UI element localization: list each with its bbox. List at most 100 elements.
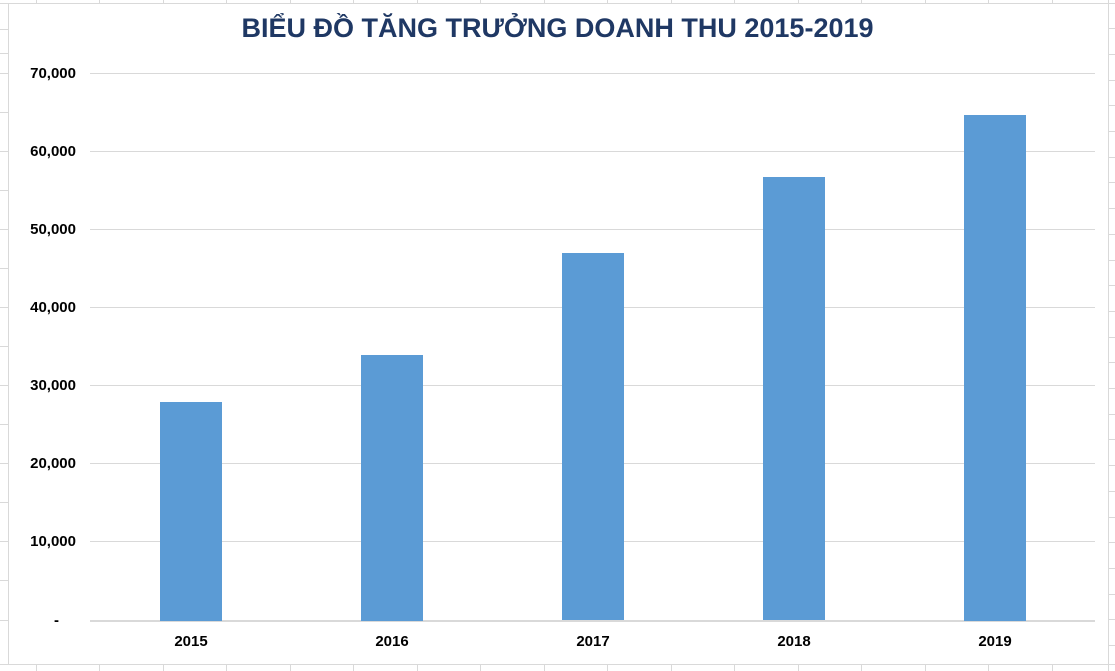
- y-axis-tick-label: 30,000: [30, 377, 76, 394]
- bar-2015: [160, 402, 222, 621]
- y-axis-line: [8, 3, 9, 664]
- x-axis-tick-label: 2018: [777, 633, 811, 650]
- worksheet-column-tick: [226, 665, 227, 671]
- y-axis-minor-tick: [0, 385, 8, 386]
- worksheet-column-tick: [544, 665, 545, 671]
- worksheet-bottom-line: [0, 664, 1115, 665]
- y-axis-minor-tick: [0, 541, 8, 542]
- worksheet-row-tick: [1109, 645, 1115, 646]
- worksheet-column-tick: [480, 665, 481, 671]
- worksheet-row-tick: [1109, 568, 1115, 569]
- worksheet-row-tick: [0, 29, 8, 30]
- x-axis-tick-label: 2016: [375, 633, 409, 650]
- worksheet-row-tick: [1109, 439, 1115, 440]
- bar-2016: [361, 355, 423, 621]
- worksheet-row-tick: [0, 53, 8, 54]
- worksheet-row-tick: [1109, 54, 1115, 55]
- worksheet-row-tick: [1109, 285, 1115, 286]
- y-axis-minor-tick: [0, 502, 8, 503]
- worksheet-row-tick: [1109, 131, 1115, 132]
- worksheet-row-tick: [1109, 491, 1115, 492]
- worksheet-column-tick: [353, 0, 354, 3]
- worksheet-row-tick: [1109, 542, 1115, 543]
- worksheet-row-tick: [1109, 234, 1115, 235]
- worksheet-row-tick: [1109, 182, 1115, 183]
- worksheet-row-tick: [1109, 311, 1115, 312]
- y-axis-tick-label: 60,000: [30, 143, 76, 160]
- worksheet-column-tick: [798, 0, 799, 3]
- worksheet-row-tick: [1109, 362, 1115, 363]
- worksheet-row-tick: [1109, 260, 1115, 261]
- worksheet-row-tick: [1109, 337, 1115, 338]
- gridline: [90, 229, 1095, 230]
- y-axis-minor-tick: [0, 190, 8, 191]
- worksheet-column-tick: [163, 665, 164, 671]
- worksheet-column-tick: [988, 0, 989, 3]
- y-axis-minor-tick: [0, 346, 8, 347]
- worksheet-column-tick: [36, 665, 37, 671]
- worksheet-column-tick: [1052, 665, 1053, 671]
- worksheet-column-tick: [417, 665, 418, 671]
- worksheet-column-tick: [290, 665, 291, 671]
- worksheet-row-tick: [1109, 517, 1115, 518]
- worksheet-row-tick: [1109, 80, 1115, 81]
- worksheet-column-tick: [861, 0, 862, 3]
- worksheet-row-tick: [1109, 388, 1115, 389]
- worksheet-column-tick: [671, 665, 672, 671]
- worksheet-column-tick: [290, 0, 291, 3]
- worksheet-row-tick: [1109, 105, 1115, 106]
- y-axis-tick-label: 20,000: [30, 455, 76, 472]
- x-axis-tick-label: 2019: [978, 633, 1012, 650]
- worksheet-row-tick: [1109, 157, 1115, 158]
- bar-2018: [763, 177, 825, 620]
- y-axis-minor-tick: [0, 580, 8, 581]
- worksheet-column-tick: [36, 0, 37, 3]
- worksheet-row-tick: [1109, 208, 1115, 209]
- worksheet-row-tick: [1109, 619, 1115, 620]
- y-axis-tick-label: 10,000: [30, 533, 76, 550]
- worksheet-column-tick: [607, 665, 608, 671]
- y-axis-tick-label: 40,000: [30, 299, 76, 316]
- y-axis-minor-tick: [0, 112, 8, 113]
- y-axis-minor-tick: [0, 424, 8, 425]
- worksheet-column-tick: [607, 0, 608, 3]
- chart-title: BIỂU ĐỒ TĂNG TRƯỞNG DOANH THU 2015-2019: [241, 13, 874, 43]
- worksheet-column-tick: [353, 665, 354, 671]
- y-axis-minor-tick: [0, 73, 8, 74]
- y-axis-minor-tick: [0, 268, 8, 269]
- worksheet-column-tick: [988, 665, 989, 671]
- x-axis-line: [90, 620, 1095, 622]
- gridline: [90, 73, 1095, 74]
- y-axis-minor-tick: [0, 151, 8, 152]
- y-axis-minor-tick: [0, 307, 8, 308]
- worksheet-column-tick: [671, 0, 672, 3]
- worksheet-column-tick: [163, 0, 164, 3]
- x-axis-tick-label: 2015: [174, 633, 208, 650]
- y-axis-minor-tick: [0, 463, 8, 464]
- worksheet-column-tick: [99, 665, 100, 671]
- worksheet-column-tick: [798, 665, 799, 671]
- worksheet-column-tick: [480, 0, 481, 3]
- worksheet-column-tick: [925, 0, 926, 3]
- worksheet-row-tick: [1109, 28, 1115, 29]
- worksheet-top-line: [0, 3, 1115, 4]
- worksheet-column-tick: [861, 665, 862, 671]
- worksheet-column-tick: [99, 0, 100, 3]
- y-axis-tick-label: 50,000: [30, 221, 76, 238]
- y-axis-tick-label: -: [54, 612, 59, 629]
- bar-2017: [562, 253, 624, 620]
- worksheet-column-tick: [544, 0, 545, 3]
- worksheet-column-tick: [734, 0, 735, 3]
- worksheet-row-tick: [1109, 465, 1115, 466]
- worksheet-column-tick: [417, 0, 418, 3]
- y-axis-minor-tick: [0, 229, 8, 230]
- worksheet-column-tick: [925, 665, 926, 671]
- bar-2019: [964, 115, 1026, 621]
- worksheet-right-line: [1108, 0, 1109, 671]
- x-axis-tick-label: 2017: [576, 633, 610, 650]
- worksheet-row-tick: [1109, 414, 1115, 415]
- y-axis-minor-tick: [0, 620, 8, 621]
- worksheet-column-tick: [1052, 0, 1053, 3]
- worksheet-row-tick: [1109, 594, 1115, 595]
